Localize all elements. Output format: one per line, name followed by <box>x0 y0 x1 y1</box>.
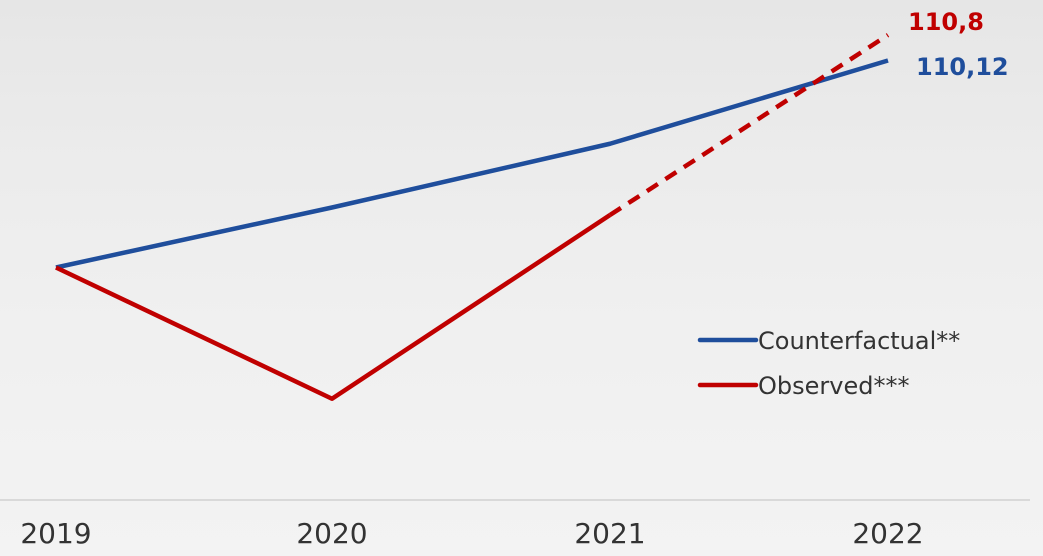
series-line-counterfactual <box>55 58 889 270</box>
legend-label-counterfactual: Counterfactual** <box>758 327 960 355</box>
legend-label-observed: Observed*** <box>758 372 909 400</box>
end-label-counterfactual: 110,12 <box>916 53 1009 81</box>
series-layer <box>55 33 890 401</box>
legend: Counterfactual** Observed*** <box>697 327 960 400</box>
x-tick-label-2020: 2020 <box>296 517 367 550</box>
end-label-observed: 110,8 <box>908 8 984 36</box>
x-tick-label-2022: 2022 <box>852 517 923 550</box>
x-tick-labels: 2019 2020 2021 2022 <box>20 517 923 550</box>
x-tick-label-2019: 2019 <box>20 517 91 550</box>
series-line-observed <box>55 213 612 401</box>
x-tick-label-2021: 2021 <box>574 517 645 550</box>
end-value-labels: 110,12 110,8 <box>908 8 1009 81</box>
series-line-observed-projected <box>608 33 890 217</box>
